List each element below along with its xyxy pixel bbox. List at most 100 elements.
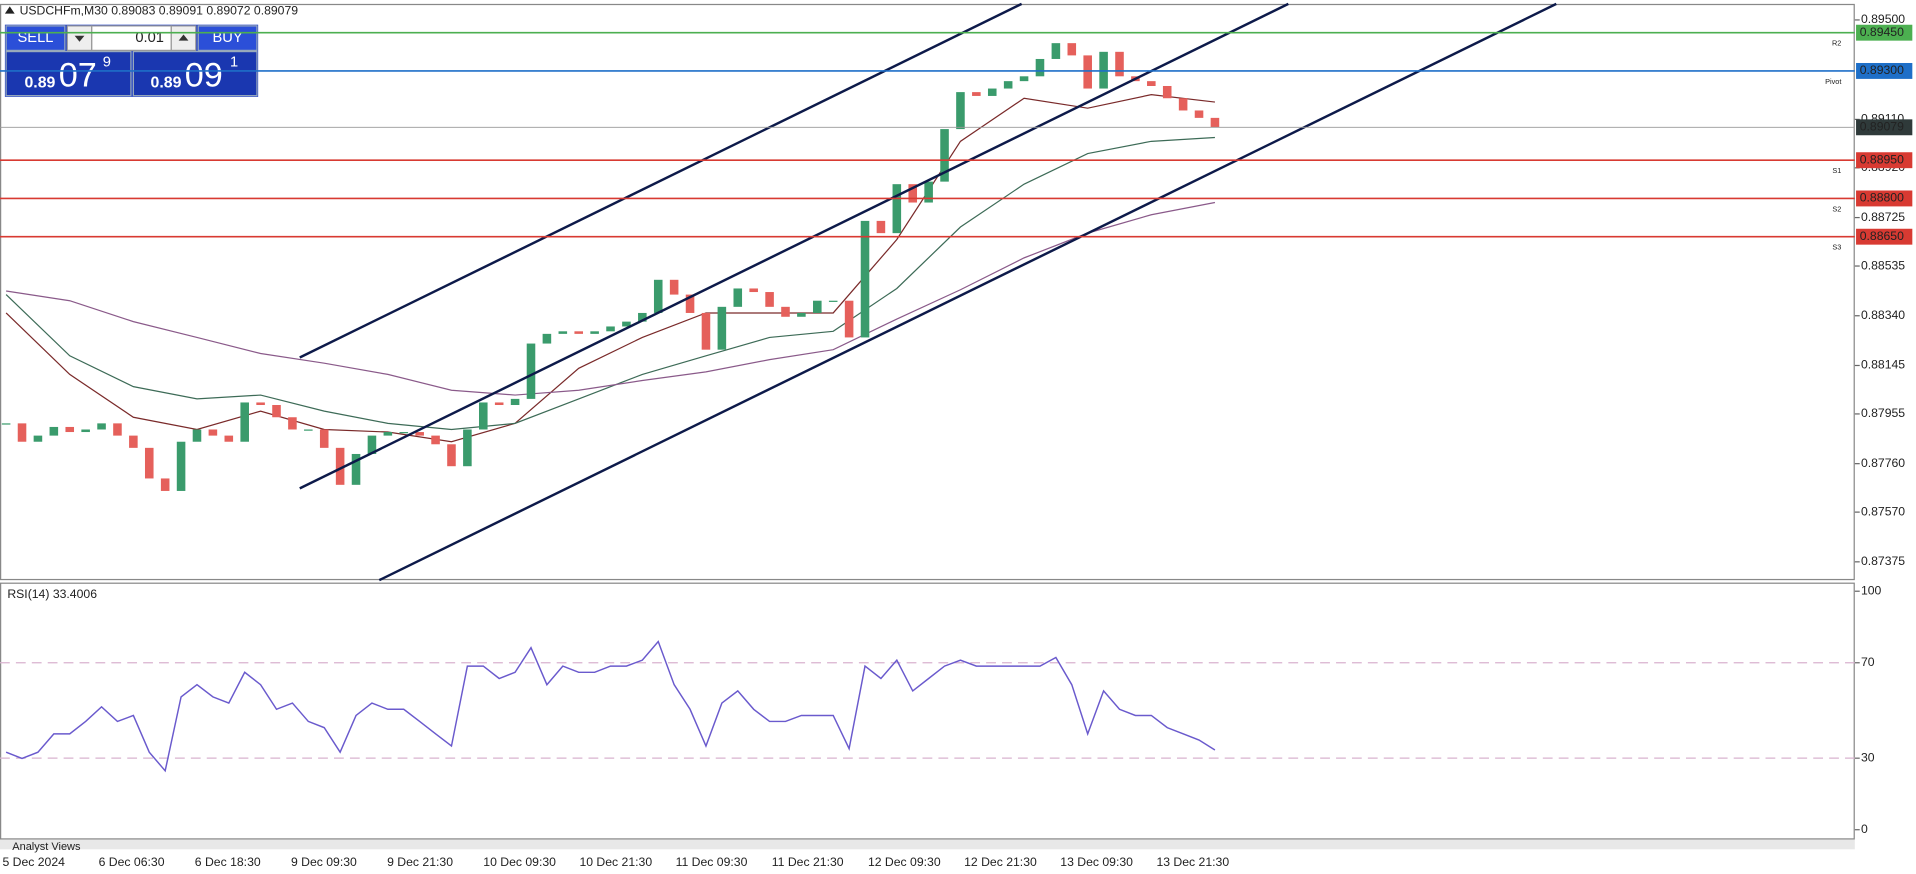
- candle: [622, 321, 631, 327]
- candle: [1162, 85, 1172, 99]
- candle: [479, 402, 488, 430]
- candle: [431, 435, 440, 445]
- x-tick-label: 6 Dec 06:30: [99, 855, 165, 869]
- y-tick-label: 0.88725: [1861, 210, 1905, 224]
- level-label: 0.89300: [1860, 63, 1904, 77]
- x-tick-label: 9 Dec 21:30: [387, 855, 453, 869]
- moving-average: [6, 201, 1216, 396]
- candle: [860, 220, 870, 338]
- channel-line: [299, 2, 1289, 490]
- candle: [542, 333, 552, 344]
- candle: [701, 312, 711, 350]
- candle: [304, 429, 313, 431]
- collapse-icon[interactable]: [4, 6, 15, 14]
- y-tick-label: 70: [1861, 655, 1875, 669]
- candle: [17, 423, 27, 442]
- candle: [749, 288, 758, 293]
- candle: [956, 92, 965, 130]
- bid-main: 07: [59, 56, 97, 94]
- level-name: S3: [1832, 243, 1841, 252]
- lot-input[interactable]: [91, 25, 172, 51]
- candle: [224, 435, 234, 442]
- level-label: 0.89450: [1860, 25, 1904, 39]
- level-label-bg: [1856, 228, 1913, 245]
- channel-line: [378, 2, 1557, 582]
- moving-average: [5, 94, 1216, 443]
- candle: [653, 279, 663, 313]
- bid-box[interactable]: [5, 50, 132, 97]
- level-name: S2: [1832, 204, 1841, 213]
- last-price-bg: [1856, 119, 1913, 136]
- candle: [49, 426, 59, 436]
- level-label: 0.88650: [1860, 229, 1904, 243]
- candle: [1035, 58, 1045, 77]
- x-tick-label: 12 Dec 21:30: [964, 855, 1037, 869]
- level-label: 0.88800: [1860, 191, 1904, 205]
- x-tick-label: 12 Dec 09:30: [868, 855, 941, 869]
- candle: [144, 447, 154, 479]
- candle: [319, 429, 329, 448]
- ask-sup: 1: [230, 54, 238, 70]
- candle: [717, 306, 727, 350]
- candle: [463, 429, 472, 467]
- candle: [1147, 81, 1156, 86]
- candle: [113, 423, 122, 436]
- y-tick-label: 0.88535: [1861, 258, 1905, 272]
- ask-box[interactable]: [132, 50, 258, 97]
- level-label-bg: [1856, 152, 1913, 169]
- rsi-panel-frame: [0, 582, 1855, 840]
- candle: [828, 300, 838, 302]
- trade-panel: SELL 0.01 BUY 0.89 07 9 0.89 09 1: [4, 24, 259, 97]
- candle: [399, 432, 409, 434]
- down-arrow: [74, 35, 85, 42]
- rsi-line: [5, 640, 1216, 773]
- x-tick-label: 5 Dec 2024: [2, 855, 65, 869]
- candle: [972, 92, 981, 96]
- candle: [176, 441, 186, 491]
- moving-average: [5, 136, 1215, 431]
- candle: [129, 435, 138, 448]
- candle: [685, 294, 695, 313]
- candle: [1194, 110, 1204, 118]
- level-label: 0.88950: [1860, 152, 1904, 166]
- candle: [192, 429, 202, 442]
- candle: [781, 306, 790, 317]
- candle: [733, 288, 743, 307]
- sell-button[interactable]: [5, 25, 66, 51]
- candle: [1115, 51, 1124, 77]
- x-tick-label: 13 Dec 21:30: [1156, 855, 1229, 869]
- x-tick-label: 11 Dec 09:30: [676, 855, 748, 869]
- candle: [97, 423, 106, 430]
- candle: [606, 326, 615, 332]
- candle: [208, 429, 218, 436]
- channel-lines: [299, 2, 1557, 582]
- chart-title: USDCHFm,M30 0.89083 0.89091 0.89072 0.89…: [20, 3, 299, 17]
- candle: [987, 88, 997, 96]
- candle: [558, 331, 568, 334]
- up-arrow: [178, 34, 189, 41]
- candle: [638, 312, 647, 322]
- candle: [908, 184, 918, 203]
- y-tick-label: 0: [1861, 822, 1868, 836]
- last-price-label: 0.89079: [1860, 120, 1904, 134]
- y-tick-label: 0.87375: [1861, 554, 1905, 568]
- ask-main: 09: [185, 56, 223, 94]
- candle: [1051, 43, 1061, 59]
- y-tick-label: 0.87760: [1861, 456, 1905, 470]
- y-tick-label: 0.89500: [1861, 12, 1905, 26]
- candle: [415, 432, 424, 436]
- rsi-title: RSI(14) 33.4006: [7, 587, 97, 601]
- x-tick-label: 11 Dec 21:30: [772, 855, 844, 869]
- tab-strip: [0, 839, 1855, 850]
- buy-button[interactable]: [197, 25, 258, 51]
- level-label-bg: [1856, 24, 1913, 41]
- footer-tab[interactable]: Analyst Views: [12, 841, 81, 853]
- candle: [335, 447, 345, 485]
- candle: [924, 181, 933, 203]
- candle: [844, 300, 854, 338]
- x-tick-label: 6 Dec 18:30: [195, 855, 261, 869]
- y-tick-label: 0.88145: [1861, 358, 1905, 372]
- candle: [494, 402, 504, 406]
- channel-line: [299, 2, 1023, 359]
